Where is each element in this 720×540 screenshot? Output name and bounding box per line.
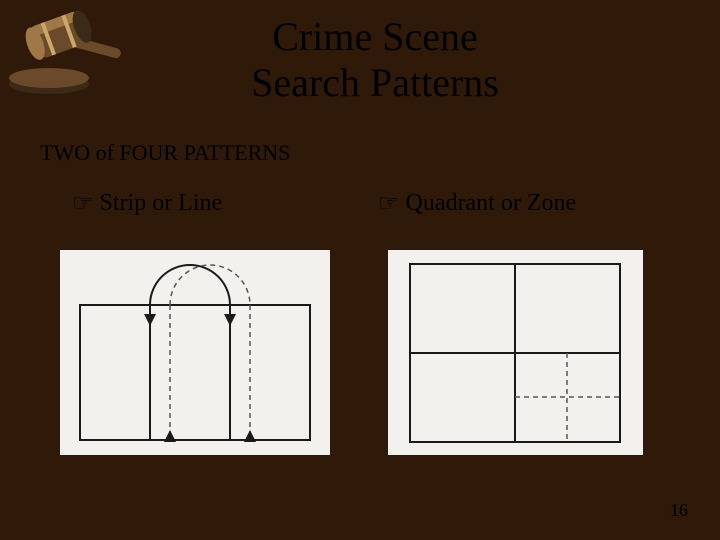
pointing-hand-icon: ☞: [72, 192, 94, 216]
diagram-quadrant-or-zone: [388, 250, 643, 455]
gavel-icon: [4, 6, 134, 101]
bullet-quadrant-or-zone: ☞ Quadrant or Zone: [378, 190, 576, 217]
pointing-hand-icon: ☞: [378, 192, 400, 216]
diagram-strip-or-line: [60, 250, 330, 455]
slide: Crime Scene Search Patterns TWO of FOUR …: [0, 0, 720, 540]
bullet-label: Quadrant or Zone: [406, 190, 577, 217]
page-title: Crime Scene Search Patterns: [195, 14, 555, 106]
bullet-strip-or-line: ☞ Strip or Line: [72, 190, 222, 217]
title-line1: Crime Scene: [195, 14, 555, 60]
bullet-label: Strip or Line: [100, 190, 223, 217]
page-number: 16: [670, 500, 688, 521]
subtitle: TWO of FOUR PATTERNS: [40, 140, 290, 166]
title-line2: Search Patterns: [195, 60, 555, 106]
